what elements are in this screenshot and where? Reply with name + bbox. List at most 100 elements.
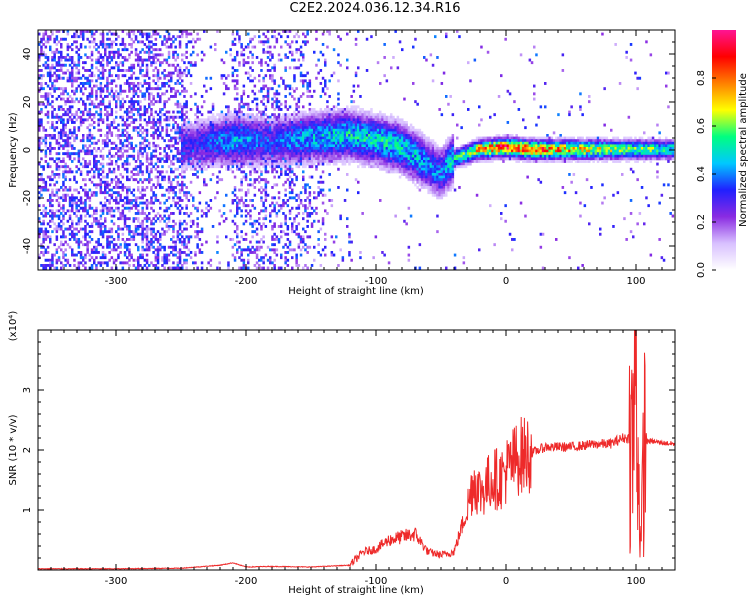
- spectrogram-cell: [51, 66, 54, 70]
- spectrogram-cell: [321, 160, 325, 163]
- spectrogram-cell: [293, 110, 296, 114]
- spectrogram-cell: [291, 162, 294, 166]
- spectrogram-cell: [90, 40, 94, 44]
- spectrogram-cell: [264, 139, 268, 143]
- spectrogram-cell: [266, 180, 270, 184]
- spectrogram-cell: [231, 253, 235, 257]
- spectrogram-cell: [321, 248, 325, 252]
- spectrogram-cell: [174, 92, 177, 96]
- spectrogram-cell: [46, 35, 50, 39]
- spectrogram-cell: [71, 100, 74, 104]
- spectrogram-cell: [220, 144, 224, 148]
- spectrogram-cell: [271, 248, 274, 252]
- spectrogram-cell: [304, 134, 307, 137]
- spectrogram-cell: [141, 69, 144, 72]
- spectrogram-cell: [172, 170, 175, 174]
- spectrogram-cell: [128, 243, 131, 247]
- spectrogram-cell: [101, 118, 105, 122]
- spectrogram-cell: [280, 173, 283, 176]
- spectrogram-cell: [211, 134, 215, 137]
- spectrogram-cell: [247, 32, 250, 36]
- spectrogram-cell: [73, 152, 76, 156]
- spectrogram-cell: [299, 136, 303, 140]
- spectrogram-cell: [141, 248, 144, 252]
- spectrogram-cell: [200, 141, 204, 145]
- spectrogram-cell: [64, 258, 67, 262]
- spectrogram-cell: [178, 212, 182, 215]
- spectrogram-cell: [77, 160, 81, 163]
- spectrogram-cell: [227, 115, 230, 119]
- spectrogram-cell: [187, 128, 191, 132]
- spectrogram-cell: [134, 167, 138, 171]
- spectrogram-cell: [44, 136, 48, 140]
- spectrogram-cell: [258, 115, 261, 119]
- spectrogram-cell: [269, 126, 272, 130]
- spectrogram-cell: [137, 165, 140, 169]
- spectrogram-cell: [167, 118, 171, 122]
- spectrogram-cell: [115, 63, 118, 67]
- spectrogram-cell: [229, 167, 232, 171]
- spectrogram-cell: [280, 165, 283, 169]
- spectrogram-cell: [214, 128, 217, 132]
- spectrogram-cell: [266, 87, 270, 91]
- spectrogram-cell: [110, 108, 114, 111]
- spectrogram-cell: [321, 154, 325, 158]
- spectrogram-cell: [139, 50, 142, 54]
- spectrogram-cell: [49, 69, 52, 72]
- spectrogram-cell: [152, 154, 155, 158]
- spectrogram-cell: [304, 43, 307, 46]
- spectrogram-cell: [101, 141, 105, 145]
- spectrogram-cell: [317, 128, 320, 132]
- spectrogram-cell: [104, 188, 107, 192]
- spectrogram-cell: [288, 43, 292, 46]
- spectrogram-cell: [139, 141, 142, 145]
- spectrogram-cell: [68, 74, 72, 78]
- spectrogram-cell: [93, 245, 96, 249]
- spectrogram-cell: [192, 134, 195, 137]
- spectrogram-cell: [185, 162, 188, 166]
- spectrogram-cell: [313, 115, 316, 119]
- spectrogram-cell: [121, 128, 125, 132]
- spectrogram-cell: [137, 102, 140, 106]
- spectrogram-cell: [60, 212, 63, 215]
- spectrogram-cell: [251, 134, 254, 137]
- spectrogram-cell: [68, 199, 72, 202]
- spectrogram-cell: [95, 219, 98, 223]
- spectrogram-cell: [115, 206, 118, 210]
- spectrogram-cell: [62, 30, 65, 33]
- spectrogram-cell: [218, 154, 221, 158]
- spectrogram-cell: [200, 95, 204, 98]
- spectrogram-cell: [53, 243, 56, 247]
- spectrogram-cell: [170, 89, 173, 93]
- spectrogram-cell: [42, 251, 45, 254]
- spectrogram-cell: [253, 131, 257, 135]
- spectrogram-cell: [79, 45, 83, 49]
- spectrogram-cell: [216, 113, 219, 117]
- spectrogram-cell: [183, 183, 186, 187]
- spectrogram-cell: [260, 110, 263, 114]
- spectrogram-cell: [55, 157, 59, 161]
- spectrogram-cell: [104, 196, 107, 200]
- spectrogram-cell: [145, 152, 149, 156]
- spectrogram-cell: [310, 157, 314, 161]
- spectrogram-cell: [310, 175, 314, 179]
- spectrogram-cell: [255, 154, 259, 158]
- spectrogram-cell: [249, 165, 252, 169]
- spectrogram-cell: [86, 248, 89, 252]
- spectrogram-cell: [178, 149, 182, 153]
- spectrogram-cell: [137, 134, 140, 137]
- spectrogram-cell: [282, 123, 285, 127]
- spectrogram-cell: [154, 53, 158, 57]
- spectrogram-cell: [198, 167, 202, 171]
- spectrogram-cell: [161, 92, 164, 96]
- spectrogram-cell: [282, 126, 285, 130]
- spectrogram-cell: [260, 173, 263, 176]
- spectrogram-cell: [152, 230, 155, 234]
- spectrogram-cell: [233, 128, 237, 132]
- spectrogram-cell: [211, 131, 215, 135]
- spectrogram-cell: [95, 92, 98, 96]
- spectrogram-cell: [134, 201, 138, 205]
- spectrogram-cell: [143, 79, 147, 83]
- spectrogram-cell: [189, 212, 193, 215]
- spectrogram-cell: [244, 141, 248, 145]
